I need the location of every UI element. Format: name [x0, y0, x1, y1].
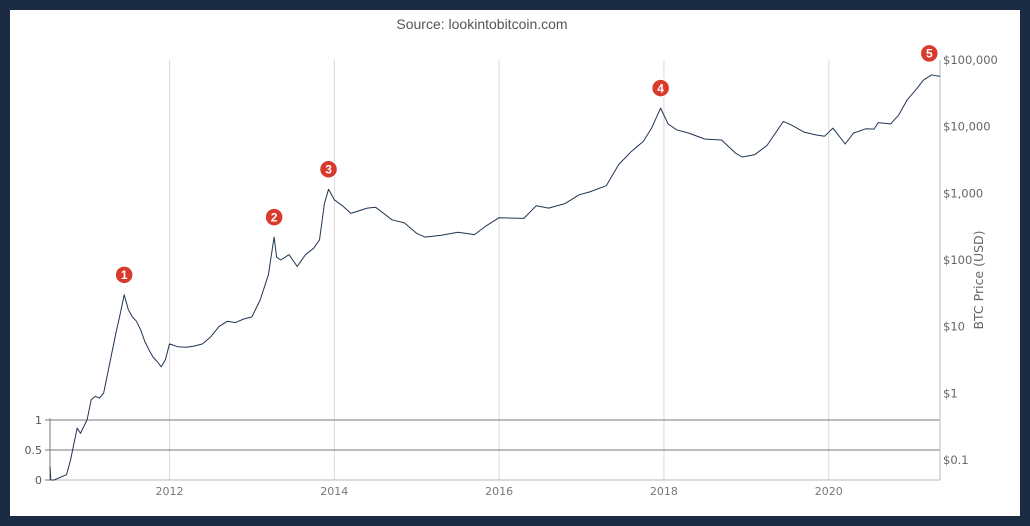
peak-marker-label: 4 [657, 81, 664, 95]
x-tick-2014: 2014 [320, 485, 348, 498]
peak-marker-label: 1 [121, 268, 128, 282]
peak-marker-5: 5 [919, 43, 940, 64]
reference-lines [50, 419, 940, 451]
x-tick-2018: 2018 [650, 485, 678, 498]
peak-marker-circle [114, 265, 134, 285]
right-tick-0.1: $0.1 [943, 453, 969, 467]
left-tick-1: 1 [35, 414, 42, 427]
left-axis: 10.50 [25, 414, 940, 487]
peak-marker-2: 2 [264, 207, 284, 227]
x-tick-2020: 2020 [815, 485, 843, 498]
btc-price-line [49, 74, 941, 481]
peak-marker-circle [650, 78, 671, 98]
x-tick-2012: 2012 [155, 485, 183, 498]
peak-marker-label: 2 [271, 210, 278, 224]
right-tick-10: $10 [943, 320, 965, 334]
source-label: Source: lookintobitcoin.com [396, 16, 567, 32]
left-tick-0.5: 0.5 [25, 444, 43, 457]
vertical-gridlines [168, 60, 830, 480]
peak-marker-circle [318, 159, 339, 180]
peak-marker-3: 3 [318, 159, 339, 180]
right-tick-100000: $100,000 [943, 53, 998, 67]
right-tick-10000: $10,000 [943, 120, 991, 134]
peak-marker-1: 1 [114, 265, 134, 285]
y-axis-title: BTC Price (USD) [971, 230, 986, 329]
peak-marker-4: 4 [650, 78, 671, 98]
right-axis: $100,000 $10,000 $1,000 $100 $10 $1 $0.1 [939, 53, 998, 480]
right-tick-100: $100 [943, 253, 972, 267]
x-tick-2016: 2016 [485, 485, 513, 498]
right-tick-1: $1 [943, 386, 958, 400]
left-tick-0: 0 [35, 474, 42, 487]
chart-frame: Source: lookintobitcoin.com 1 0.5 0 $100,0… [10, 10, 1020, 516]
price-chart: Source: lookintobitcoin.com 10.50 $100,0… [25, 16, 998, 498]
peak-marker-label: 5 [926, 47, 933, 61]
right-tick-1000: $1,000 [943, 186, 983, 200]
peak-marker-label: 3 [325, 162, 332, 176]
cycle-peak-markers: 1 2 3 4 5 [114, 43, 940, 285]
peak-marker-circle [919, 43, 940, 64]
x-axis: 2012 2014 2016 2018 2020 [155, 485, 842, 498]
peak-marker-circle [264, 207, 284, 227]
